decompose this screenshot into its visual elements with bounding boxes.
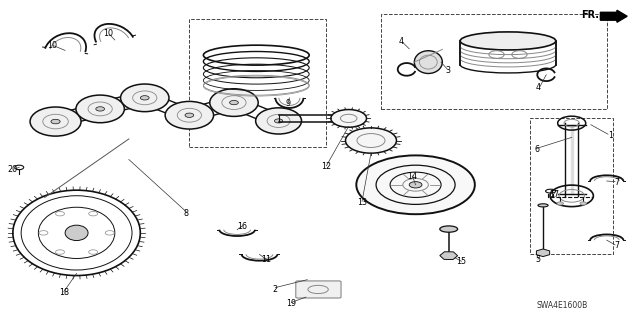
Text: SWA4E1600B: SWA4E1600B bbox=[537, 301, 588, 310]
Ellipse shape bbox=[538, 204, 548, 207]
Ellipse shape bbox=[165, 101, 214, 129]
Ellipse shape bbox=[414, 51, 442, 73]
Text: 10: 10 bbox=[47, 41, 58, 49]
Text: 4: 4 bbox=[399, 37, 404, 46]
Text: 13: 13 bbox=[357, 198, 367, 207]
Text: 14: 14 bbox=[408, 172, 417, 182]
Ellipse shape bbox=[346, 128, 396, 153]
Text: 12: 12 bbox=[321, 162, 332, 171]
Bar bbox=[531, 118, 613, 254]
Ellipse shape bbox=[255, 108, 301, 134]
Text: 8: 8 bbox=[184, 209, 189, 218]
Bar bbox=[189, 19, 326, 147]
Text: 18: 18 bbox=[59, 288, 69, 297]
Ellipse shape bbox=[51, 119, 60, 124]
Text: 10: 10 bbox=[104, 29, 113, 38]
Ellipse shape bbox=[96, 107, 104, 111]
Text: 1: 1 bbox=[608, 131, 613, 140]
Text: 7: 7 bbox=[614, 178, 620, 187]
Text: 19: 19 bbox=[286, 299, 296, 308]
Ellipse shape bbox=[230, 100, 238, 105]
Text: 2: 2 bbox=[273, 285, 278, 294]
Ellipse shape bbox=[30, 107, 81, 136]
FancyArrow shape bbox=[600, 10, 627, 22]
Text: 9: 9 bbox=[285, 99, 291, 108]
Ellipse shape bbox=[356, 155, 475, 214]
Text: 11: 11 bbox=[261, 255, 271, 264]
Text: 6: 6 bbox=[534, 145, 539, 153]
Ellipse shape bbox=[580, 202, 586, 205]
Ellipse shape bbox=[76, 95, 124, 123]
FancyBboxPatch shape bbox=[296, 281, 341, 298]
Ellipse shape bbox=[409, 182, 422, 188]
Text: 20: 20 bbox=[8, 165, 18, 174]
Ellipse shape bbox=[557, 202, 563, 205]
Text: 4: 4 bbox=[536, 83, 541, 92]
Ellipse shape bbox=[65, 225, 88, 241]
Bar bbox=[381, 14, 607, 109]
Text: 3: 3 bbox=[445, 66, 450, 76]
Ellipse shape bbox=[331, 109, 367, 127]
Ellipse shape bbox=[210, 89, 258, 116]
Text: 17: 17 bbox=[549, 190, 559, 199]
Text: 5: 5 bbox=[536, 255, 541, 264]
Text: FR.: FR. bbox=[581, 10, 599, 20]
Ellipse shape bbox=[120, 84, 169, 112]
Ellipse shape bbox=[185, 113, 194, 117]
Text: 15: 15 bbox=[456, 257, 467, 266]
Ellipse shape bbox=[460, 32, 556, 50]
Ellipse shape bbox=[140, 96, 149, 100]
Ellipse shape bbox=[440, 226, 458, 232]
Ellipse shape bbox=[275, 119, 283, 123]
Text: 7: 7 bbox=[614, 241, 620, 250]
Text: 16: 16 bbox=[237, 222, 247, 231]
